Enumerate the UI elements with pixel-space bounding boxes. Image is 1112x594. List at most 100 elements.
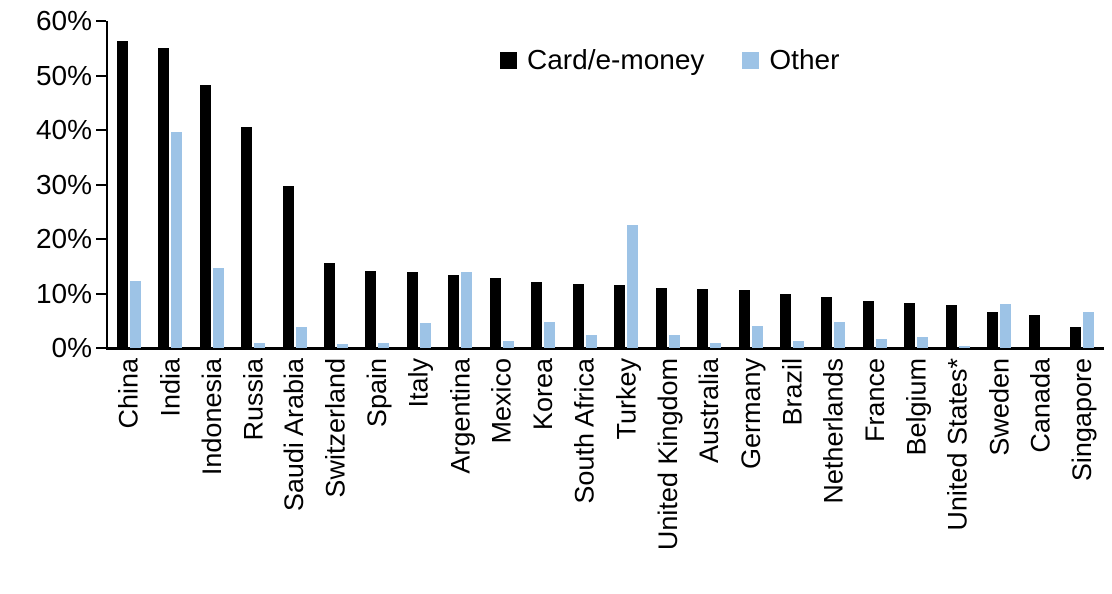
x-label-united-states: United States* [942, 358, 973, 531]
bar-group-italy [398, 21, 439, 348]
legend-label-card-e-money: Card/e-money [527, 44, 705, 75]
bar-card-e-money-canada [1028, 315, 1040, 348]
x-label-russia: Russia [238, 358, 269, 441]
bar-other-united-states [958, 346, 970, 348]
bar-card-e-money-brazil [779, 293, 791, 348]
bar-other-turkey [627, 225, 639, 348]
bar-card-e-money-united-states [945, 304, 957, 348]
bar-group-argentina [440, 21, 481, 348]
x-label-south-africa: South Africa [569, 358, 600, 504]
x-label-china: China [113, 358, 144, 429]
bar-card-e-money-turkey [614, 284, 626, 348]
bar-card-e-money-singapore [1070, 327, 1082, 348]
x-label-brazil: Brazil [777, 358, 808, 426]
bar-card-e-money-saudi-arabia [282, 185, 294, 348]
x-label-netherlands: Netherlands [818, 358, 849, 504]
y-tick-label-20: 20% [35, 223, 92, 254]
y-axis-line [106, 21, 108, 349]
bar-group-saudi-arabia [274, 21, 315, 348]
bar-other-argentina [461, 272, 473, 348]
x-label-switzerland: Switzerland [321, 358, 352, 498]
bar-card-e-money-switzerland [323, 262, 335, 348]
bar-group-india [149, 21, 190, 348]
x-label-india: India [155, 358, 186, 417]
legend-label-other: Other [769, 44, 840, 75]
y-tick-label-50: 50% [35, 59, 92, 91]
bar-group-sweden [979, 21, 1020, 348]
x-label-canada: Canada [1025, 358, 1056, 453]
bar-group-united-kingdom [647, 21, 688, 348]
y-tick-10 [96, 292, 106, 295]
y-tick-20 [96, 238, 106, 240]
bar-other-singapore [1083, 312, 1095, 348]
bar-card-e-money-india [158, 47, 170, 348]
bar-group-france [854, 21, 895, 348]
bar-card-e-money-spain [365, 270, 377, 348]
bar-card-e-money-china [116, 41, 128, 348]
bar-other-italy [419, 323, 431, 348]
bar-card-e-money-belgium [904, 303, 916, 348]
bar-group-spain [357, 21, 398, 348]
bar-card-e-money-korea [531, 281, 543, 348]
bar-group-mexico [481, 21, 522, 348]
x-label-germany: Germany [735, 358, 766, 470]
bar-group-south-africa [564, 21, 605, 348]
x-label-turkey: Turkey [611, 358, 642, 440]
bar-other-united-kingdom [668, 335, 680, 348]
bar-group-germany [730, 21, 771, 348]
bar-other-germany [751, 326, 763, 348]
bar-card-e-money-sweden [987, 312, 999, 348]
bar-other-netherlands [834, 321, 846, 348]
bar-card-e-money-argentina [448, 274, 460, 348]
x-label-sweden: Sweden [984, 358, 1015, 456]
bar-other-indonesia [212, 268, 224, 348]
x-label-italy: Italy [403, 358, 434, 408]
x-label-belgium: Belgium [901, 358, 932, 456]
bar-card-e-money-netherlands [821, 297, 833, 348]
x-label-argentina: Argentina [445, 358, 476, 474]
y-tick-label-10: 10% [35, 277, 92, 309]
bar-card-e-money-australia [697, 289, 709, 348]
bar-group-singapore [1061, 21, 1102, 348]
bar-other-russia [254, 342, 266, 348]
bar-card-e-money-south-africa [572, 284, 584, 348]
y-tick-60 [96, 20, 106, 22]
bar-group-switzerland [315, 21, 356, 348]
bar-other-china [129, 280, 141, 348]
bar-card-e-money-france [862, 300, 874, 348]
legend-item-other: Other [742, 44, 839, 76]
legend-item-card-e-money: Card/e-money [500, 44, 704, 76]
legend-swatch-card-e-money [500, 51, 517, 69]
y-tick-40 [96, 129, 106, 131]
bar-other-belgium [917, 337, 929, 348]
bar-card-e-money-russia [241, 126, 253, 348]
bar-other-france [875, 339, 887, 348]
bar-other-switzerland [336, 343, 348, 348]
bar-group-indonesia [191, 21, 232, 348]
bar-group-united-states [937, 21, 978, 348]
y-tick-label-30: 30% [35, 168, 92, 200]
bar-group-china [108, 21, 149, 348]
x-label-australia: Australia [694, 358, 725, 464]
bar-group-belgium [896, 21, 937, 348]
bar-card-e-money-mexico [489, 277, 501, 348]
x-label-korea: Korea [528, 358, 559, 431]
bar-group-russia [232, 21, 273, 348]
bar-group-netherlands [813, 21, 854, 348]
x-label-saudi-arabia: Saudi Arabia [279, 358, 310, 512]
y-tick-0 [96, 347, 106, 349]
bar-other-india [171, 131, 183, 348]
x-label-spain: Spain [362, 358, 393, 428]
bar-group-turkey [605, 21, 646, 348]
bar-other-sweden [1000, 304, 1012, 348]
bar-group-korea [523, 21, 564, 348]
bar-card-e-money-germany [738, 290, 750, 348]
bar-group-australia [688, 21, 729, 348]
bar-group-canada [1020, 21, 1061, 348]
x-label-france: France [859, 358, 890, 443]
bar-other-spain [378, 342, 390, 348]
bar-card-e-money-italy [406, 271, 418, 348]
bar-other-saudi-arabia [295, 326, 307, 348]
bar-other-korea [544, 322, 556, 348]
